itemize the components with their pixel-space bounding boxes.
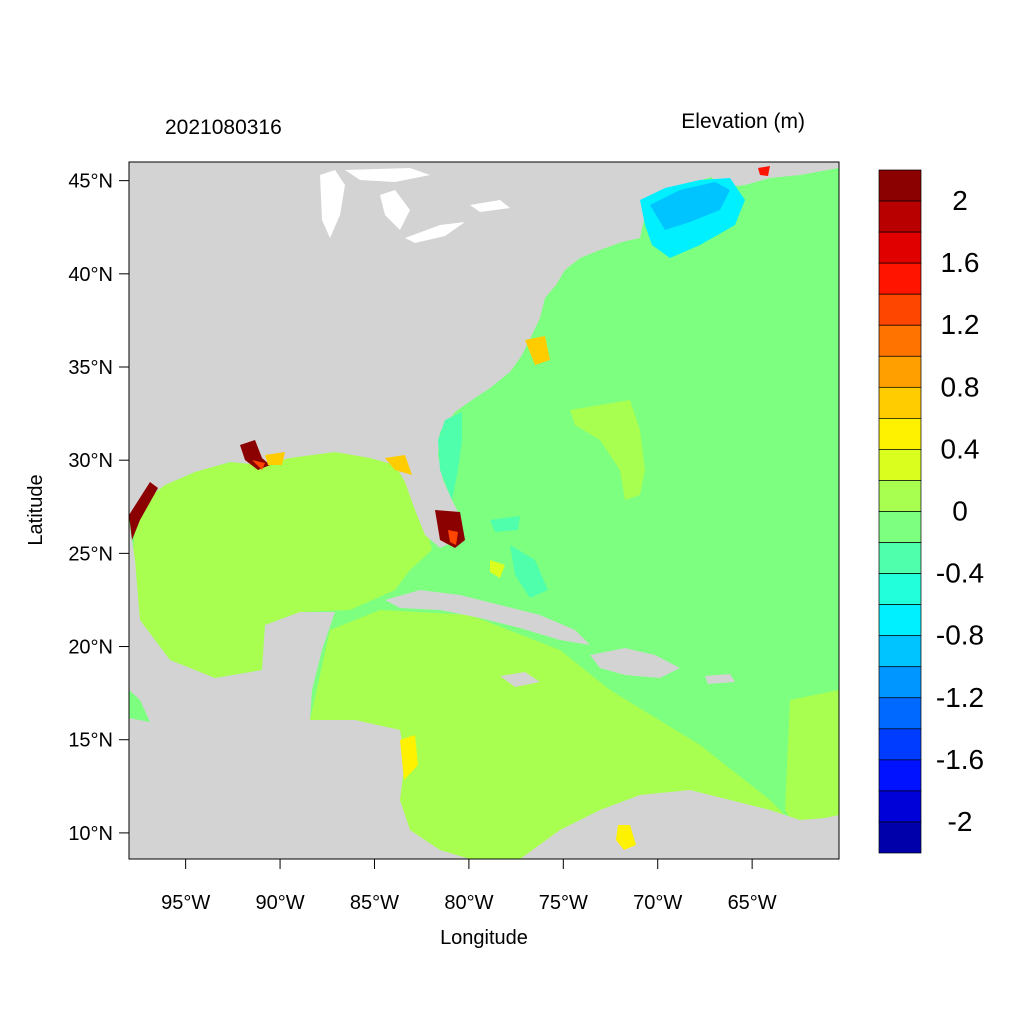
y-tick-label: 25°N [68,543,113,565]
cuba-land [385,590,590,645]
bahamas-rise [490,560,505,578]
x-axis-label: Longitude [440,927,528,949]
x-tick-label: 70°W [633,892,682,914]
lesser-antilles-waters [785,690,839,859]
colorbar-segment [878,635,922,668]
colorbar-segment [878,573,922,605]
colorbar-segment [878,293,922,326]
colorbar-segment [878,604,922,637]
colorbar-label: -1.2 [936,682,984,713]
colorbar: 2 1.6 1.2 0.8 0.4 0 -0.4 -0.8 -1.2 -1.6 -2 [878,169,984,854]
colorbar-segment [878,386,922,419]
colorbar-segment [878,697,922,730]
south-florida-surge-core [448,530,458,545]
maritimes-land [700,162,839,188]
y-tick-label: 30°N [68,450,113,472]
colorbar-segment [878,355,922,388]
texas-coast-surge [129,482,158,540]
colorbar-segment [878,324,922,357]
y-axis-label: Latitude [25,474,47,545]
colorbar-segment [878,790,922,823]
colorbar-label: 0.4 [941,433,980,464]
colorbar-label: 2 [952,185,968,216]
plot-frame [128,161,840,860]
x-tick-label: 75°W [539,892,588,914]
bay-of-fundy-surge [758,166,770,176]
south-florida-surge [435,510,465,548]
honduras-coast-rise [400,735,418,780]
colorbar-label: 0.8 [941,371,980,402]
colorbar-segment [878,262,922,295]
colorbar-label: -0.8 [936,620,984,651]
colorbar-label: 1.2 [941,309,980,340]
bahamas-bank-south [510,545,548,598]
colorbar-segment [878,759,922,792]
colorbar-label: -2 [948,806,973,837]
y-tick-label: 15°N [68,730,113,752]
lake-superior [345,168,430,182]
colorbar-segment [878,821,922,854]
big-bend-rise [385,455,412,475]
florida-east-coast-anomaly [438,412,462,500]
x-tick-label: 80°W [444,892,493,914]
y-tick-label: 45°N [68,171,113,193]
colorbar-segment [878,542,922,574]
pamlico-sound-rise [525,336,550,365]
x-tick-label: 95°W [161,892,210,914]
lake-michigan [320,170,345,238]
colorbar-segment [878,231,922,264]
atlantic-positive-patch [570,400,645,500]
south-america-land [520,790,839,859]
mexico-central-america-land [129,520,470,859]
lake-maracaibo-rise [616,825,636,850]
y-axis-ticks: 45°N 40°N 35°N 30°N 25°N 20°N 15°N 10°N [68,171,129,845]
colorbar-label: 0 [952,496,968,527]
bahamas-bank [490,516,520,532]
x-axis-ticks: 95°W 90°W 85°W 80°W 75°W 70°W 65°W [161,859,777,914]
x-tick-label: 85°W [350,892,399,914]
x-tick-label: 90°W [256,892,305,914]
y-tick-label: 35°N [68,357,113,379]
x-tick-label: 65°W [728,892,777,914]
colorbar-label: -0.4 [936,558,984,589]
colorbar-label: -1.6 [936,744,984,775]
y-tick-label: 10°N [68,823,113,845]
puerto-rico-land [705,674,735,684]
colorbar-segment [878,418,922,450]
gulf-of-maine-anomaly-strong [650,182,730,230]
colorbar-segment [878,511,922,543]
lake-huron [380,190,410,230]
left-title: 2021080316 [165,116,282,139]
colorbar-segment [878,480,922,512]
y-tick-label: 20°N [68,637,113,659]
colorbar-segment [878,728,922,761]
hispaniola-land [590,648,680,678]
colorbar-segment [878,666,922,699]
map-area [129,162,839,859]
y-tick-label: 40°N [68,264,113,286]
colorbar-segment [878,449,922,481]
lake-ontario [470,200,510,212]
colorbar-label: 1.6 [941,247,980,278]
louisiana-surge-core [252,460,265,470]
right-title: Elevation (m) [681,110,805,133]
gulf-of-mexico [133,452,432,678]
north-america-land [129,162,760,548]
colorbar-segment [878,169,922,202]
lake-erie [405,222,465,243]
jamaica-land [500,672,540,687]
colorbar-segment [878,200,922,233]
mississippi-sound-rise [265,452,285,465]
